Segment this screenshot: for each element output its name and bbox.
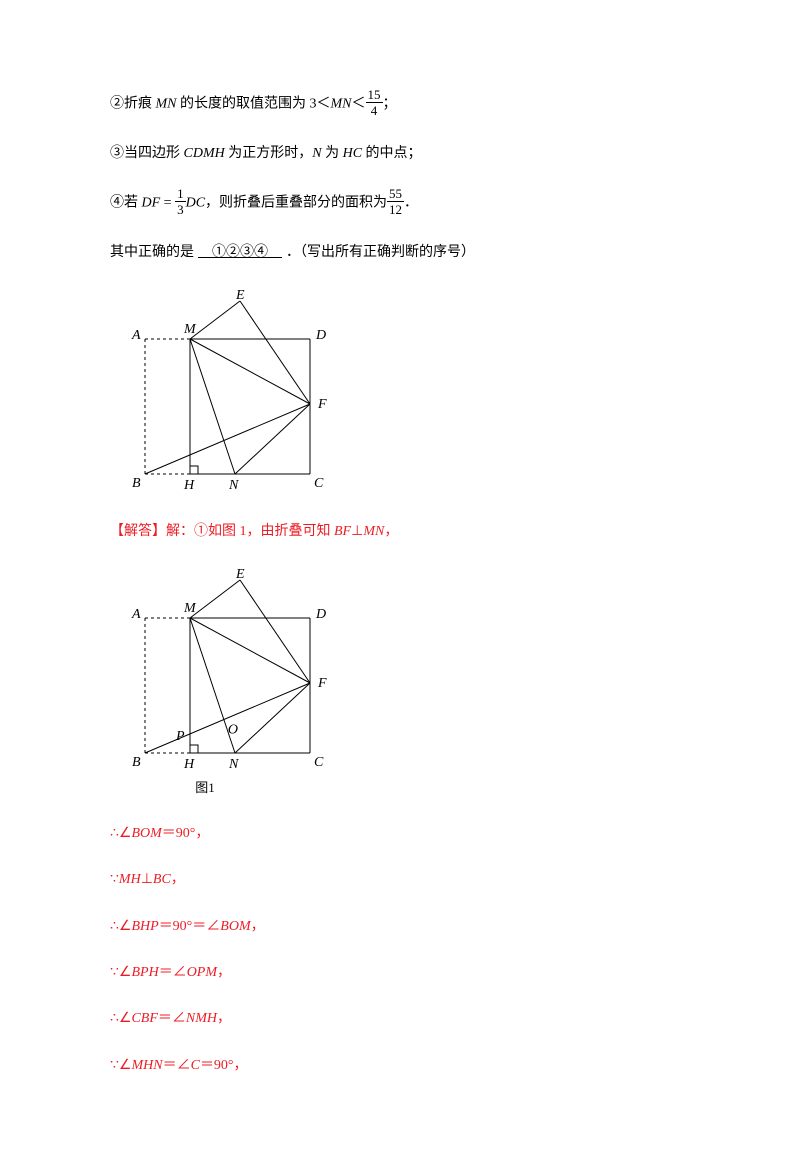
var-cbf: CBF — [131, 1011, 157, 1026]
var-df: DF — [142, 196, 161, 211]
text: ∴∠ — [110, 919, 131, 934]
text: ∵ — [110, 872, 119, 887]
var-c: C — [191, 1058, 200, 1073]
svg-text:A: A — [131, 328, 141, 343]
text: ， — [217, 965, 231, 980]
text: ＝∠ — [159, 965, 187, 980]
svg-text:N: N — [228, 757, 239, 768]
text: ⊥ — [351, 524, 363, 539]
text: 的中点； — [362, 146, 422, 161]
svg-text:H: H — [183, 757, 195, 768]
text: ， — [384, 524, 398, 539]
svg-text:F: F — [317, 676, 327, 691]
var-bf: BF — [334, 524, 351, 539]
svg-text:E: E — [235, 289, 245, 303]
text: ③当四边形 — [110, 146, 184, 161]
var-hc: HC — [343, 146, 362, 161]
svg-text:E: E — [235, 568, 245, 582]
var-cdmh: CDMH — [184, 146, 225, 161]
text: 【解答】解：①如图 1，由折叠可知 — [110, 524, 334, 539]
solution-step-4: ∵∠BPH＝∠OPM， — [110, 962, 694, 984]
text: = — [160, 196, 175, 211]
solution-step-3: ∴∠BHP＝90°＝∠BOM， — [110, 916, 694, 938]
text: ，则折叠后重叠部分的面积为 — [205, 196, 387, 211]
text: ＝∠ — [163, 1058, 191, 1073]
text: ＝90°， — [200, 1058, 248, 1073]
var-bhp: BHP — [131, 919, 158, 934]
text: ； — [383, 97, 397, 112]
text: 其中正确的是 — [110, 245, 194, 260]
text: ， — [251, 919, 265, 934]
svg-text:H: H — [183, 478, 195, 489]
solution-step-2: ∵MH⊥BC， — [110, 869, 694, 891]
text: ∴∠ — [110, 1011, 131, 1026]
svg-text:A: A — [131, 607, 141, 622]
svg-text:B: B — [132, 476, 141, 489]
svg-text:P: P — [175, 728, 185, 743]
solution-step-5: ∴∠CBF＝∠NMH， — [110, 1008, 694, 1030]
var-dc: DC — [186, 196, 205, 211]
svg-text:F: F — [317, 397, 327, 412]
svg-text:B: B — [132, 755, 141, 768]
text: ∵∠ — [110, 965, 131, 980]
text: ∴∠ — [110, 826, 131, 841]
fraction-1-3: 13 — [175, 187, 186, 216]
text: ∵∠ — [110, 1058, 131, 1073]
var-mh: MH — [119, 872, 141, 887]
solution-heading: 【解答】解：①如图 1，由折叠可知 BF⊥MN， — [110, 521, 694, 543]
solution-step-1: ∴∠BOM＝90°， — [110, 823, 694, 845]
text: ⊥ — [141, 872, 153, 887]
text: ， — [217, 1011, 231, 1026]
text: 为正方形时， — [225, 146, 313, 161]
var-n: N — [312, 146, 321, 161]
geometry-figure-2: A M D E F B H N C O P — [110, 568, 340, 768]
fraction-55-12: 5512 — [387, 187, 404, 216]
var-mhn: MHN — [131, 1058, 162, 1073]
statement-3: ③当四边形 CDMH 为正方形时，N 为 HC 的中点； — [110, 143, 694, 165]
svg-text:D: D — [315, 607, 326, 622]
var-opm: OPM — [187, 965, 217, 980]
svg-text:M: M — [183, 322, 197, 337]
figure-caption: 图1 — [70, 778, 340, 799]
svg-text:O: O — [228, 722, 238, 737]
var-mn: MN — [363, 524, 384, 539]
svg-text:C: C — [314, 476, 324, 489]
statement-4: ④若 DF = 13DC，则折叠后重叠部分的面积为5512． — [110, 189, 694, 218]
svg-text:C: C — [314, 755, 324, 768]
text: ．（写出所有正确判断的序号） — [286, 245, 475, 260]
fraction-15-4: 154 — [366, 88, 383, 117]
var-bom: BOM — [220, 919, 250, 934]
text: ④若 — [110, 196, 142, 211]
solution-step-6: ∵∠MHN＝∠C＝90°， — [110, 1055, 694, 1077]
text: ＝∠ — [158, 1011, 186, 1026]
figure-1: AMDEFBHNCOP 图1 — [110, 568, 340, 799]
var-mn: MN — [156, 97, 177, 112]
statement-2: ②折痕 MN 的长度的取值范围为 3＜MN＜154； — [110, 90, 694, 119]
text: ＝90°＝∠ — [159, 919, 221, 934]
text: ， — [171, 872, 185, 887]
svg-text:D: D — [315, 328, 326, 343]
text: ． — [404, 196, 418, 211]
figure-original: A M D E F B H N C — [110, 289, 694, 497]
var-bc: BC — [153, 872, 171, 887]
text: ＝90°， — [162, 826, 210, 841]
var-bom: BOM — [131, 826, 161, 841]
var-bph: BPH — [131, 965, 158, 980]
svg-text:M: M — [183, 601, 197, 616]
answer-blank: ①②③④ — [194, 245, 286, 260]
var-nmh: NMH — [186, 1011, 217, 1026]
answer-line: 其中正确的是 ①②③④ ．（写出所有正确判断的序号） — [110, 242, 694, 264]
text: 的长度的取值范围为 3＜ — [177, 97, 331, 112]
var-mn: MN — [331, 97, 352, 112]
text: ＜ — [352, 97, 366, 112]
svg-text:N: N — [228, 478, 239, 489]
geometry-figure-1: A M D E F B H N C — [110, 289, 340, 489]
text: ②折痕 — [110, 97, 156, 112]
text: 为 — [322, 146, 343, 161]
